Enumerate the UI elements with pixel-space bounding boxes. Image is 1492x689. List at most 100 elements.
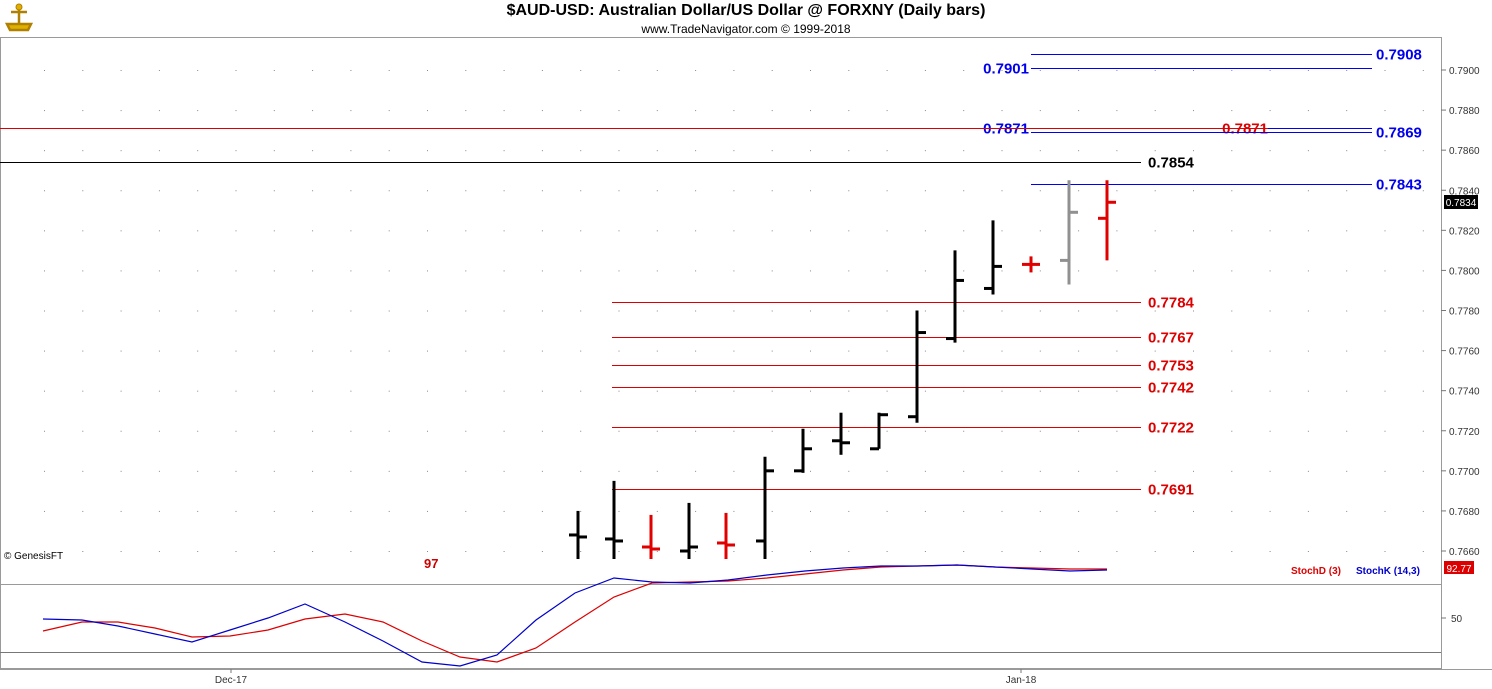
grid-dot [848, 70, 850, 71]
level-label: 0.7753 [1148, 358, 1194, 375]
grid-dot [1307, 150, 1309, 152]
grid-dot [1307, 70, 1309, 71]
grid-dot [427, 230, 428, 232]
grid-dot [1384, 70, 1386, 71]
grid-dot [1193, 350, 1194, 352]
grid-dot [158, 470, 160, 472]
grid-dot [1116, 270, 1118, 272]
grid-dot [1078, 350, 1080, 352]
grid-dot [1422, 551, 1424, 552]
grid-dot [427, 350, 428, 352]
grid-dot [848, 110, 850, 112]
grid-dot [312, 70, 314, 71]
grid-dot [1078, 430, 1080, 432]
grid-dot [580, 390, 582, 392]
grid-dot [1231, 150, 1233, 152]
grid-dot [235, 430, 237, 432]
grid-dot [1384, 110, 1386, 112]
grid-dot [1193, 150, 1194, 152]
grid-dot [1307, 470, 1309, 472]
grid-dot [235, 350, 237, 352]
grid-dot [1001, 510, 1003, 512]
grid-dot [963, 470, 965, 472]
level-label: 0.7854 [1148, 155, 1195, 172]
grid-dot [273, 510, 275, 512]
grid-dot [503, 110, 505, 112]
grid-dot [388, 470, 390, 472]
grid-dot [1346, 230, 1348, 232]
stochastic-lines [42, 564, 1108, 667]
grid-dot [656, 551, 658, 552]
grid-dot [771, 551, 773, 552]
grid-dot [886, 230, 888, 232]
grid-dot [886, 470, 888, 472]
grid-dot [580, 110, 582, 112]
grid-dot [197, 430, 199, 432]
grid-dot [465, 551, 467, 552]
grid-dot [197, 230, 199, 232]
grid-dot [273, 390, 275, 392]
grid-dot [1269, 150, 1271, 152]
grid-dot [810, 551, 811, 552]
grid-dot [82, 110, 84, 112]
cut-label: 97 [424, 556, 438, 571]
grid-dot [1193, 470, 1194, 472]
grid-dot [465, 430, 467, 432]
grid-dot [1307, 110, 1309, 112]
grid-dot [273, 230, 275, 232]
grid-dot [1384, 551, 1386, 552]
grid-dot [1231, 390, 1233, 392]
grid-dot [1231, 230, 1233, 232]
grid-dot [1193, 270, 1194, 272]
grid-dot [541, 310, 543, 312]
grid-dot [1001, 150, 1003, 152]
grid-dot [312, 510, 314, 512]
grid-dot [273, 110, 275, 112]
price-axis-ticks: 0.7660 0.7680 0.7700 0.7720 0.7740 0.7760 0.77… [1441, 66, 1480, 558]
grid-dot [388, 190, 390, 192]
grid-dot [618, 70, 620, 71]
grid-dot [1422, 310, 1424, 312]
grid-dot [1346, 350, 1348, 352]
grid-dot [810, 350, 811, 352]
grid-dot [235, 230, 237, 232]
grid-dot [350, 190, 352, 192]
grid-dot [350, 510, 352, 512]
grid-dot [733, 390, 735, 392]
grid-dot [924, 310, 926, 312]
grid-dot [1001, 470, 1003, 472]
grid-dot [810, 310, 811, 312]
grid-dot [656, 350, 658, 352]
grid-dot [1231, 270, 1233, 272]
grid-dot [427, 390, 428, 392]
grid-dot [44, 350, 45, 352]
grid-dot [580, 270, 582, 272]
price-tick-label: 0.7680 [1449, 507, 1480, 518]
grid-dot [1422, 390, 1424, 392]
grid-dot [1384, 470, 1386, 472]
grid-dot [273, 310, 275, 312]
grid-dot [120, 150, 122, 152]
grid-dot [810, 470, 811, 472]
grid-dot [580, 430, 582, 432]
grid-dot [924, 70, 926, 71]
grid-dot [963, 230, 965, 232]
grid-dot [350, 430, 352, 432]
grid-dot [618, 470, 620, 472]
grid-dot [1269, 430, 1271, 432]
grid-dot [963, 390, 965, 392]
grid-dot [580, 310, 582, 312]
grid-dot [771, 430, 773, 432]
grid-dot [273, 470, 275, 472]
grid-dot [656, 270, 658, 272]
grid-dot [120, 350, 122, 352]
stoch-panel-frame [0, 584, 1442, 669]
grid-dot [618, 350, 620, 352]
grid-dot [1154, 470, 1156, 472]
grid-dot [388, 150, 390, 152]
grid-dot [618, 150, 620, 152]
grid-dot [1116, 350, 1118, 352]
level-label: 0.7908 [1376, 47, 1422, 64]
grid-dot [810, 270, 811, 272]
